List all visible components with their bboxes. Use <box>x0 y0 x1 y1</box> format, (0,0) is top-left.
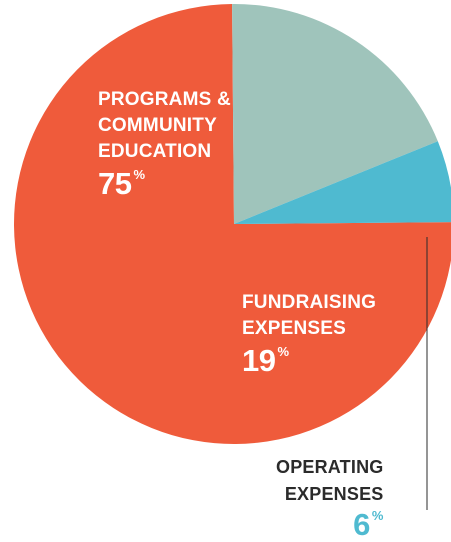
percent-sign: % <box>133 167 146 182</box>
slice-label-operating: OPERATING EXPENSES 6% <box>276 454 383 542</box>
slice-label-line: EXPENSES <box>242 318 347 339</box>
slice-label-line: OPERATING <box>276 457 384 477</box>
slice-label-line: PROGRAMS & <box>98 89 231 110</box>
slice-percent-fundraising: 19% <box>242 344 376 378</box>
percent-value: 75 <box>98 166 132 201</box>
slice-label-line: FUNDRAISING <box>242 292 377 313</box>
percent-value: 19 <box>242 343 276 378</box>
slice-percent-programs: 75% <box>98 167 231 201</box>
slice-label-programs: PROGRAMS & COMMUNITY EDUCATION 75% <box>98 87 231 201</box>
slice-label-line: EXPENSES <box>284 484 384 504</box>
percent-sign: % <box>277 344 290 359</box>
slice-percent-operating: 6% <box>276 508 383 542</box>
slice-label-fundraising: FUNDRAISING EXPENSES 19% <box>242 290 376 378</box>
pie-slice-operating <box>234 141 451 224</box>
percent-sign: % <box>371 508 384 523</box>
pie-slice-programs <box>14 4 451 444</box>
slice-label-line: EDUCATION <box>98 141 212 162</box>
slice-label-line: COMMUNITY <box>98 115 217 136</box>
pie-slices <box>14 4 451 444</box>
percent-value: 6 <box>353 507 370 542</box>
pie-slice-fundraising <box>232 4 438 224</box>
